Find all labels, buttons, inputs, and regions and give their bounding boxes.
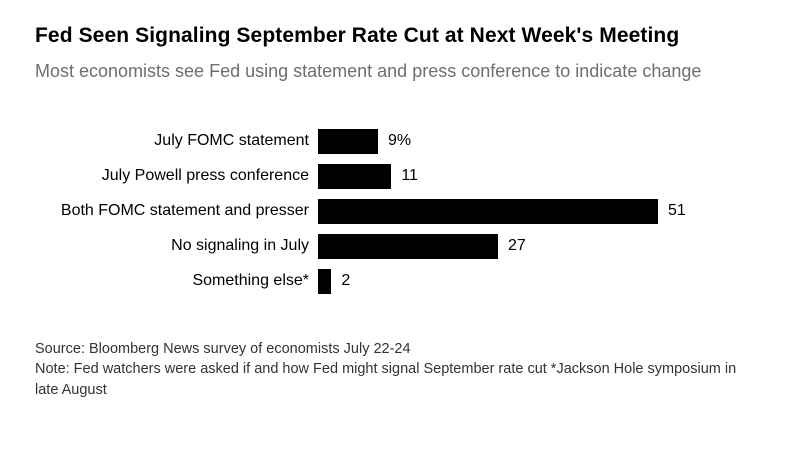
value-label: 2 xyxy=(341,272,351,290)
chart-row: July FOMC statement 9% xyxy=(35,128,755,154)
bar-area: 11 xyxy=(318,163,718,189)
value-label: 51 xyxy=(668,202,686,220)
category-label: Both FOMC statement and presser xyxy=(60,202,309,220)
bar xyxy=(318,163,392,189)
category-label: July FOMC statement xyxy=(154,132,309,150)
chart-row: Something else* 2 xyxy=(35,268,755,294)
category-label: July Powell press conference xyxy=(101,167,309,185)
category-label: No signaling in July xyxy=(171,237,309,255)
bar-area: 27 xyxy=(318,233,718,259)
bar-area: 9% xyxy=(318,128,718,154)
value-label: 9% xyxy=(388,132,412,150)
chart-title: Fed Seen Signaling September Rate Cut at… xyxy=(35,24,680,47)
bar-area: 2 xyxy=(318,268,718,294)
chart-footer: Source: Bloomberg News survey of economi… xyxy=(35,339,755,401)
category-label: Something else* xyxy=(192,272,309,290)
chart-row: July Powell press conference 11 xyxy=(35,163,755,189)
value-label: 27 xyxy=(508,237,526,255)
source-text: Source: Bloomberg News survey of economi… xyxy=(35,340,411,357)
bar xyxy=(318,268,332,294)
value-label: 11 xyxy=(401,167,418,185)
bar-chart: July FOMC statement 9% July Powell press c… xyxy=(35,128,755,294)
bar xyxy=(318,128,378,154)
bar-area: 51 xyxy=(318,198,718,224)
bar xyxy=(318,233,498,259)
chart-row: Both FOMC statement and presser 51 xyxy=(35,198,755,224)
chart-row: No signaling in July 27 xyxy=(35,233,755,259)
note-text: Note: Fed watchers were asked if and how… xyxy=(35,361,737,398)
chart-subtitle: Most economists see Fed using statement … xyxy=(35,60,702,81)
bar xyxy=(318,198,658,224)
